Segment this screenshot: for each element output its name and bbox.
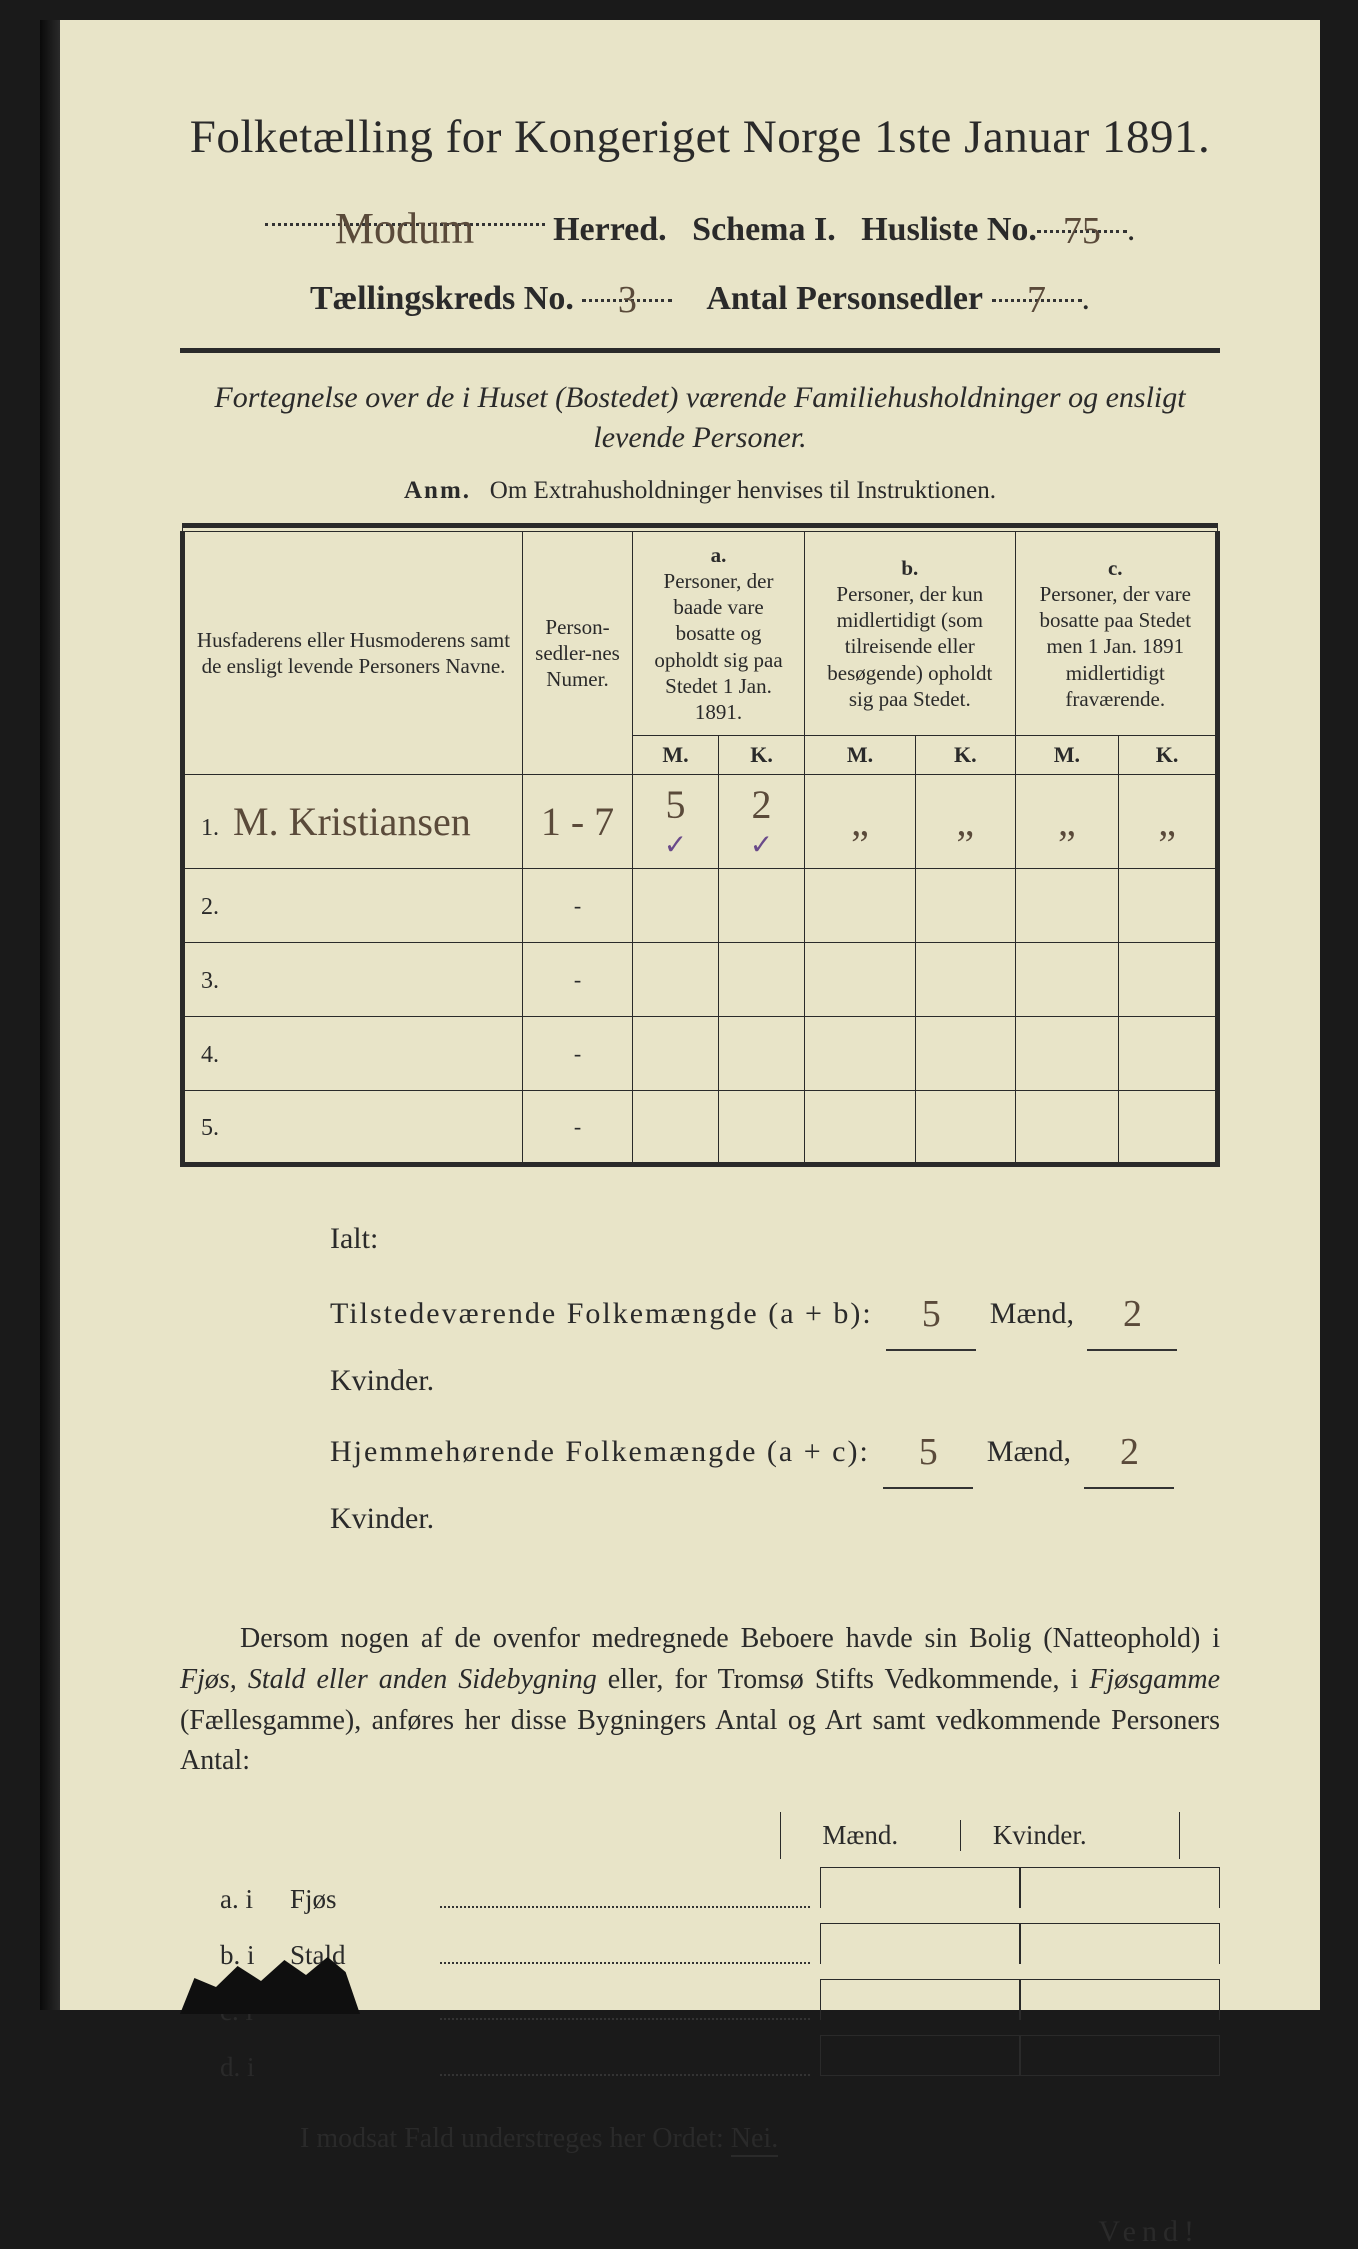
outbuilding-table: Mænd. Kvinder. a. i Fjøs b. i Stald c. i… — [220, 1812, 1220, 2083]
divider-rule — [180, 348, 1220, 353]
col-c-header: c.Personer, der vare bosatte paa Stedet … — [1015, 531, 1217, 736]
ialt-line-2: Hjemmehørende Folkemængde (a + c): 5 Mæn… — [330, 1411, 1220, 1549]
page-shadow — [40, 20, 60, 2010]
modsat-line: I modsat Fald understreges her Ordet: Ne… — [300, 2123, 1220, 2155]
anm-note: Anm. Om Extrahusholdninger henvises til … — [180, 477, 1220, 505]
cell-b-m: „ — [851, 799, 869, 844]
cell-c-k: „ — [1158, 799, 1176, 844]
kreds-field: 3 — [582, 265, 672, 302]
row-sedler: 1 - 7 — [541, 799, 614, 844]
ialt-heading: Ialt: — [330, 1209, 1220, 1269]
table-row: 2. - — [183, 869, 1218, 943]
husliste-label: Husliste No. — [861, 211, 1037, 248]
col-a-k: K. — [719, 736, 805, 775]
herred-label: Herred. — [553, 211, 667, 248]
husliste-field: 75 — [1037, 196, 1127, 233]
form-subtitle: Fortegnelse over de i Huset (Bostedet) v… — [180, 378, 1220, 459]
table-row: 5. - — [183, 1091, 1218, 1165]
col-a-m: M. — [633, 736, 719, 775]
outbuilding-paragraph: Dersom nogen af de ovenfor medregnede Be… — [180, 1619, 1220, 1781]
cell-a-m: 5 — [666, 782, 686, 827]
nei-word: Nei. — [731, 2123, 778, 2157]
ialt-2-m: 5 — [919, 1431, 938, 1473]
cell-b-k: „ — [956, 799, 974, 844]
cell-c-m: „ — [1058, 799, 1076, 844]
header-line-2: Tællingskreds No. 3 Antal Personsedler 7… — [180, 265, 1220, 328]
census-form-page: Folketælling for Kongeriget Norge 1ste J… — [60, 20, 1320, 2010]
col-b-header: b.Personer, der kun midlertidigt (som ti… — [805, 531, 1016, 736]
table-row: 3. - — [183, 943, 1218, 1017]
outbuild-row: d. i — [220, 2035, 1220, 2083]
antal-label: Antal Personsedler — [706, 280, 983, 317]
row-name-hw: M. Kristiansen — [233, 799, 471, 844]
table-row: 4. - — [183, 1017, 1218, 1091]
tick-mark: ✓ — [664, 830, 687, 861]
form-title: Folketælling for Kongeriget Norge 1ste J… — [180, 110, 1220, 164]
col-c-m: M. — [1015, 736, 1119, 775]
husliste-handwritten: 75 — [1063, 210, 1101, 252]
outbuild-header: Mænd. Kvinder. — [780, 1812, 1180, 1859]
anm-label: Anm. — [404, 477, 471, 504]
outbuild-row: a. i Fjøs — [220, 1867, 1220, 1915]
table-body: 1.M. Kristiansen 1 - 7 5✓ 2✓ „ „ „ „ 2. … — [183, 775, 1218, 1165]
outbuild-row: c. i — [220, 1979, 1220, 2027]
kreds-handwritten: 3 — [618, 279, 637, 321]
col-c-k: K. — [1119, 736, 1218, 775]
outbuild-head-m: Mænd. — [781, 1820, 920, 1851]
col-sedler-header: Person-sedler-nes Numer. — [523, 531, 633, 775]
schema-label: Schema I. — [692, 211, 836, 248]
ialt-2-k: 2 — [1120, 1431, 1139, 1473]
col-b-k: K. — [916, 736, 1016, 775]
herred-field: Modum — [265, 189, 545, 226]
outbuild-head-k: Kvinder. — [960, 1820, 1100, 1851]
col-a-header: a.Personer, der baade vare bosatte og op… — [633, 531, 805, 736]
header-line-1: Modum Herred. Schema I. Husliste No.75. — [180, 189, 1220, 259]
cell-a-k: 2 — [752, 782, 772, 827]
table-row: 1.M. Kristiansen 1 - 7 5✓ 2✓ „ „ „ „ — [183, 775, 1218, 869]
ialt-line-1: Tilstedeværende Folkemængde (a + b): 5 M… — [330, 1273, 1220, 1411]
ialt-1-k: 2 — [1123, 1293, 1142, 1335]
col-name-header: Husfaderens eller Husmoderens samt de en… — [183, 531, 523, 775]
outbuild-row: b. i Stald — [220, 1923, 1220, 1971]
col-b-m: M. — [805, 736, 916, 775]
household-table: Husfaderens eller Husmoderens samt de en… — [180, 523, 1220, 1168]
antal-field: 7 — [992, 265, 1082, 302]
antal-handwritten: 7 — [1027, 279, 1046, 321]
ialt-block: Ialt: Tilstedeværende Folkemængde (a + b… — [330, 1209, 1220, 1549]
ialt-1-m: 5 — [922, 1293, 941, 1335]
kreds-label: Tællingskreds No. — [310, 280, 574, 317]
tick-mark: ✓ — [750, 830, 773, 861]
anm-text: Om Extrahusholdninger henvises til Instr… — [490, 477, 996, 504]
row-index: 1. — [201, 815, 219, 841]
vend-instruction: Vend! — [180, 2215, 1220, 2249]
herred-handwritten: Modum — [335, 204, 474, 253]
